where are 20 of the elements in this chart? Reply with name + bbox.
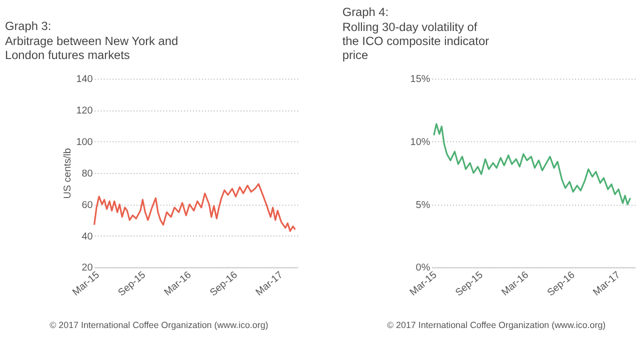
y-tick-label: 140 [76,74,94,86]
y-tick-label: 10% [410,137,430,148]
y-tick-label: 120 [76,106,94,117]
chart-subtitle: Arbitrage between New York and London futures markets [4,34,178,62]
chart-title: Graph 3: [4,19,52,34]
y-tick-label: 15% [410,74,430,86]
text: © 2017 International Coffee Organization (www.ico.org) [386,320,606,330]
y-axis-title: US cents/lb [62,148,74,199]
y-tick-label: 40 [82,231,94,242]
line-series [93,183,296,232]
line-series [433,123,632,206]
y-tick-label: 80 [82,168,94,180]
y-tick-label: 0% [416,262,430,274]
y-tick-label: 100 [76,137,94,148]
chart-subtitle: Rolling 30-day volatility of the ICO composite indicator price [342,20,490,62]
text: © 2017 International Coffee Organization (www.ico.org) [50,320,268,330]
y-tick-label: 60 [82,200,94,211]
chart-title: Graph 4: [342,5,389,20]
y-tick-label: 20 [82,262,94,274]
y-tick-label: 5% [416,200,430,211]
